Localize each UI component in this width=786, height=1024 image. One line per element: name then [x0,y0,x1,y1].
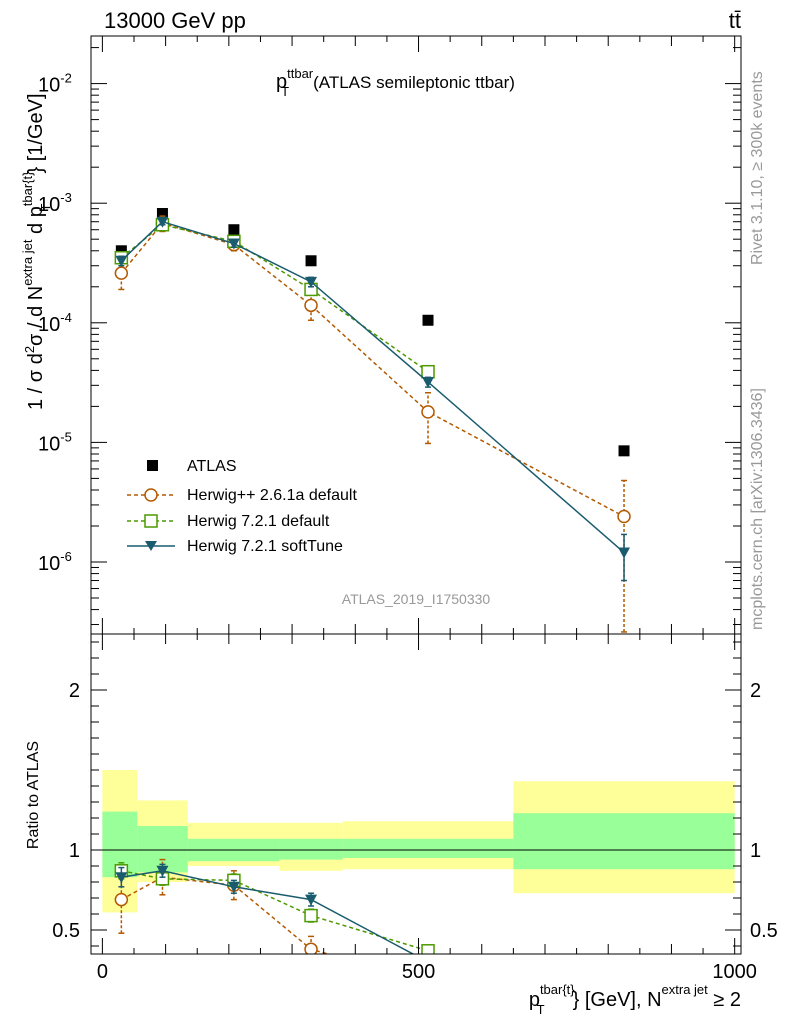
main-point-herwigpp [421,405,435,419]
main-point-herwig721-softtune [115,255,128,267]
main-point-herwig721-softtune [618,547,631,559]
legend-label-atlas: ATLAS [187,458,237,475]
main-y-tick-label: 10-6 [38,549,72,575]
legend-entry-herwig721-softtune: Herwig 7.2.1 softTune [127,538,343,555]
uncertainty-band-inner [513,813,735,870]
x-tick-label: 1000 [712,961,757,983]
legend-entry-herwigpp: Herwig++ 2.6.1a default [127,487,357,504]
legend-marker-herwig721-default [144,514,158,528]
main-point-herwig721-default [421,364,435,379]
uncertainty-band-inner [279,838,343,860]
main-y-tick-label: 10-5 [38,429,72,455]
ratio-y-tick-label-right: 1 [750,840,761,862]
main-y-tick-label: 10-3 [38,190,72,216]
plot-title: pttbar T (ATLAS semileptonic ttbar) [276,66,515,99]
ratio-point-herwig721-default [421,944,435,954]
ratio-point-herwig721-default [304,908,318,923]
uncertainty-band-inner [342,838,514,858]
legend: ATLAS Herwig++ 2.6.1a default Herwig 7.2… [127,458,357,555]
legend-entry-herwig721-default: Herwig 7.2.1 default [127,513,330,530]
ratio-point-herwigpp [114,892,129,907]
ratio-y-tick-label-right: 2 [750,680,761,702]
process-label: tt̄ [729,8,741,33]
x-tick-label: 0 [97,961,108,983]
main-point-atlas [156,208,168,220]
ratio-point-herwig721-softtune [115,872,128,884]
main-point-atlas [305,255,317,267]
x-tick-label: 500 [402,961,435,983]
main-y-tick-label: 10-2 [38,71,72,97]
ratio-y-tick-label-left: 1 [69,840,80,862]
ratio-point-herwigpp [304,942,318,954]
main-point-atlas [618,445,630,457]
mcplots-label: mcplots.cern.ch [arXiv:1306.3436] [749,388,766,630]
ratio-y-axis-label: Ratio to ATLAS [25,741,42,849]
legend-label-herwig721-default: Herwig 7.2.1 default [187,513,330,530]
legend-label-herwig721-softtune: Herwig 7.2.1 softTune [187,538,343,555]
main-point-atlas [422,314,434,326]
ratio-point-herwig721-softtune [305,894,318,906]
main-panel: 10-6 10-5 10-4 10-3 10-2 pttbar T (ATLAS semil… [20,35,742,635]
main-point-herwig721-softtune [305,276,318,288]
ratio-line-herwigpp [120,876,331,954]
main-point-atlas [115,245,127,257]
legend-entry-atlas: ATLAS [147,458,237,475]
main-point-herwig721-softtune [422,376,435,388]
ratio-y-tick-label-left: 0.5 [52,920,80,942]
main-point-herwig721-softtune [156,216,169,228]
ratio-frame [90,633,742,955]
ratio-point-herwig721-softtune [227,881,240,893]
rivet-version-label: Rivet 3.1.10, ≥ 300k events [749,71,766,265]
ratio-point-herwig721-softtune [156,865,169,877]
main-line-herwig721-softtune [120,220,625,554]
main-line-herwig721-default [120,223,429,373]
main-point-herwigpp [114,266,129,280]
analysis-id: ATLAS_2019_I1750330 [342,591,491,607]
main-point-atlas [228,224,240,236]
ratio-y-tick-label-left: 2 [69,680,80,702]
main-y-axis-label: 1 / σ d2σ / d Nextra jet d ptbar{t}T} [1… [20,93,53,410]
ratio-panel: 0.5 0.5 1 1 2 2 0 500 1000 Ratio to ATLAS ptbar{… [25,633,778,1017]
main-point-herwigpp [304,298,318,313]
ratio-y-tick-label-right: 0.5 [750,920,778,942]
energy-label: 13000 GeV pp [104,8,246,33]
legend-marker-atlas [147,460,158,471]
main-point-herwigpp [617,509,631,524]
legend-marker-herwig721-softtune [145,541,157,551]
legend-label-herwigpp: Herwig++ 2.6.1a default [187,487,357,504]
x-axis-label: ptbar{t} T} [GeV], Nextra jet ≥ 2 [529,982,741,1017]
main-y-tick-label: 10-4 [38,310,72,336]
legend-marker-herwigpp [144,488,158,502]
main-point-herwig721-softtune [227,238,240,250]
